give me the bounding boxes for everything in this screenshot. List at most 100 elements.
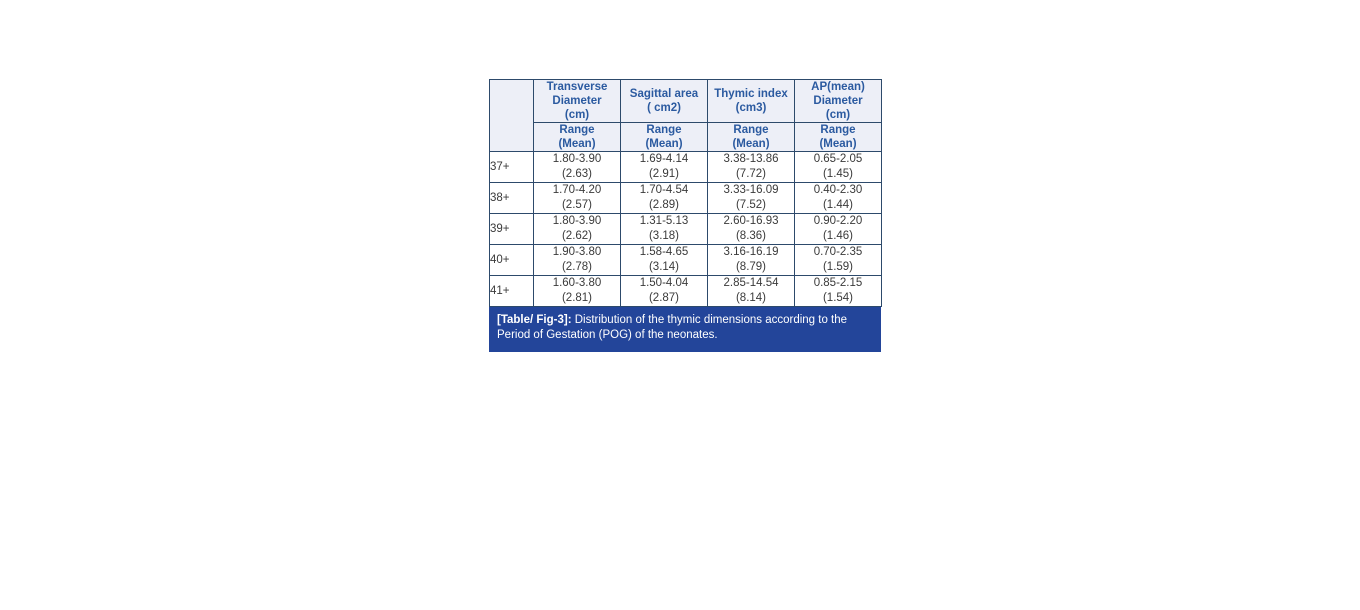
cell-ap-mean-diameter: 0.90-2.20 (1.46) <box>794 213 882 245</box>
sub-header-range-mean-4: Range (Mean) <box>794 122 882 152</box>
table-row: 39+ 1.80-3.90 (2.62) 1.31-5.13 (3.18) 2.… <box>489 213 882 245</box>
table-row: 41+ 1.60-3.80 (2.81) 1.50-4.04 (2.87) 2.… <box>489 275 882 307</box>
cell-range: 2.60-16.93 <box>723 215 779 227</box>
cell-thymic-index: 3.16-16.19 (8.79) <box>707 244 795 276</box>
sub-header-range-mean-3: Range (Mean) <box>707 122 795 152</box>
cell-mean: (7.72) <box>735 168 767 180</box>
sub-header-line1: Range <box>820 124 856 136</box>
column-header-unit: (cm) <box>825 109 851 121</box>
cell-thymic-index: 2.85-14.54 (8.14) <box>707 275 795 307</box>
cell-range: 2.85-14.54 <box>723 277 779 289</box>
cell-range: 1.31-5.13 <box>639 215 689 227</box>
cell-mean: (7.52) <box>735 199 767 211</box>
cell-mean: (2.63) <box>561 168 593 180</box>
cell-range: 3.16-16.19 <box>723 246 779 258</box>
column-header-title: Thymic index <box>714 88 788 100</box>
header-corner-cell-lower <box>489 122 534 152</box>
sub-header-line1: Range <box>559 124 595 136</box>
sub-header-line2: (Mean) <box>732 138 770 150</box>
cell-range: 1.90-3.80 <box>552 246 602 258</box>
cell-ap-mean-diameter: 0.40-2.30 (1.44) <box>794 182 882 214</box>
sub-header-range-mean-1: Range (Mean) <box>533 122 621 152</box>
figure-caption: [Table/ Fig-3]: Distribution of the thym… <box>489 307 881 352</box>
cell-range: 0.65-2.05 <box>813 153 863 165</box>
column-header-title: Sagittal area <box>629 88 699 100</box>
cell-range: 0.40-2.30 <box>813 184 863 196</box>
column-header-unit: (cm) <box>564 109 590 121</box>
cell-range: 3.38-13.86 <box>723 153 779 165</box>
cell-mean: (2.91) <box>648 168 680 180</box>
sub-header-range-mean-2: Range (Mean) <box>620 122 708 152</box>
cell-thymic-index: 3.38-13.86 (7.72) <box>707 151 795 183</box>
cell-transverse-diameter: 1.60-3.80 (2.81) <box>533 275 621 307</box>
cell-mean: (2.57) <box>561 199 593 211</box>
header-row-primary: Transverse Diameter (cm) Sagittal area (… <box>489 79 882 123</box>
column-header-sagittal-area: Sagittal area ( cm2) <box>620 79 708 123</box>
cell-range: 1.80-3.90 <box>552 153 602 165</box>
row-label-pog: 39+ <box>489 213 534 245</box>
cell-mean: (8.14) <box>735 292 767 304</box>
sub-header-line1: Range <box>733 124 769 136</box>
row-label-pog: 41+ <box>489 275 534 307</box>
cell-mean: (1.54) <box>822 292 854 304</box>
cell-mean: (1.44) <box>822 199 854 211</box>
cell-sagittal-area: 1.50-4.04 (2.87) <box>620 275 708 307</box>
cell-range: 1.60-3.80 <box>552 277 602 289</box>
cell-transverse-diameter: 1.70-4.20 (2.57) <box>533 182 621 214</box>
cell-mean: (1.46) <box>822 230 854 242</box>
header-corner-cell <box>489 79 534 123</box>
cell-mean: (1.45) <box>822 168 854 180</box>
cell-sagittal-area: 1.58-4.65 (3.14) <box>620 244 708 276</box>
cell-sagittal-area: 1.31-5.13 (3.18) <box>620 213 708 245</box>
cell-range: 1.70-4.20 <box>552 184 602 196</box>
cell-mean: (2.81) <box>561 292 593 304</box>
cell-ap-mean-diameter: 0.65-2.05 (1.45) <box>794 151 882 183</box>
cell-transverse-diameter: 1.80-3.90 (2.62) <box>533 213 621 245</box>
table-row: 38+ 1.70-4.20 (2.57) 1.70-4.54 (2.89) 3.… <box>489 182 882 214</box>
sub-header-line2: (Mean) <box>819 138 857 150</box>
cell-range: 1.69-4.14 <box>639 153 689 165</box>
sub-header-line2: (Mean) <box>645 138 683 150</box>
caption-tag: [Table/ Fig-3]: <box>497 314 572 326</box>
row-label-pog: 40+ <box>489 244 534 276</box>
cell-mean: (3.14) <box>648 261 680 273</box>
cell-transverse-diameter: 1.90-3.80 (2.78) <box>533 244 621 276</box>
sub-header-line2: (Mean) <box>558 138 596 150</box>
cell-range: 0.85-2.15 <box>813 277 863 289</box>
cell-range: 3.33-16.09 <box>723 184 779 196</box>
cell-mean: (3.18) <box>648 230 680 242</box>
cell-mean: (2.87) <box>648 292 680 304</box>
cell-range: 1.50-4.04 <box>639 277 689 289</box>
cell-thymic-index: 2.60-16.93 (8.36) <box>707 213 795 245</box>
cell-mean: (2.89) <box>648 199 680 211</box>
column-header-unit: (cm3) <box>735 102 767 114</box>
cell-ap-mean-diameter: 0.70-2.35 (1.59) <box>794 244 882 276</box>
table-row: 40+ 1.90-3.80 (2.78) 1.58-4.65 (3.14) 3.… <box>489 244 882 276</box>
cell-transverse-diameter: 1.80-3.90 (2.63) <box>533 151 621 183</box>
column-header-title: Transverse Diameter <box>546 81 608 107</box>
cell-mean: (8.79) <box>735 261 767 273</box>
cell-range: 0.70-2.35 <box>813 246 863 258</box>
table-row: 37+ 1.80-3.90 (2.63) 1.69-4.14 (2.91) 3.… <box>489 151 882 183</box>
table-body: 37+ 1.80-3.90 (2.63) 1.69-4.14 (2.91) 3.… <box>489 151 882 307</box>
cell-mean: (8.36) <box>735 230 767 242</box>
column-header-transverse-diameter: Transverse Diameter (cm) <box>533 79 621 123</box>
cell-mean: (1.59) <box>822 261 854 273</box>
row-label-pog: 38+ <box>489 182 534 214</box>
header-row-secondary: Range (Mean) Range (Mean) Range (Mean) R… <box>489 122 882 152</box>
cell-sagittal-area: 1.70-4.54 (2.89) <box>620 182 708 214</box>
column-header-title: AP(mean) Diameter <box>811 81 865 107</box>
cell-range: 1.80-3.90 <box>552 215 602 227</box>
column-header-unit: ( cm2) <box>647 102 681 114</box>
cell-thymic-index: 3.33-16.09 (7.52) <box>707 182 795 214</box>
cell-sagittal-area: 1.69-4.14 (2.91) <box>620 151 708 183</box>
thymic-dimensions-table: Transverse Diameter (cm) Sagittal area (… <box>489 79 882 307</box>
cell-range: 1.58-4.65 <box>639 246 689 258</box>
table-header: Transverse Diameter (cm) Sagittal area (… <box>489 79 882 152</box>
column-header-thymic-index: Thymic index (cm3) <box>707 79 795 123</box>
cell-range: 1.70-4.54 <box>639 184 689 196</box>
table-figure: Transverse Diameter (cm) Sagittal area (… <box>489 79 882 352</box>
row-label-pog: 37+ <box>489 151 534 183</box>
cell-ap-mean-diameter: 0.85-2.15 (1.54) <box>794 275 882 307</box>
column-header-ap-mean-diameter: AP(mean) Diameter (cm) <box>794 79 882 123</box>
